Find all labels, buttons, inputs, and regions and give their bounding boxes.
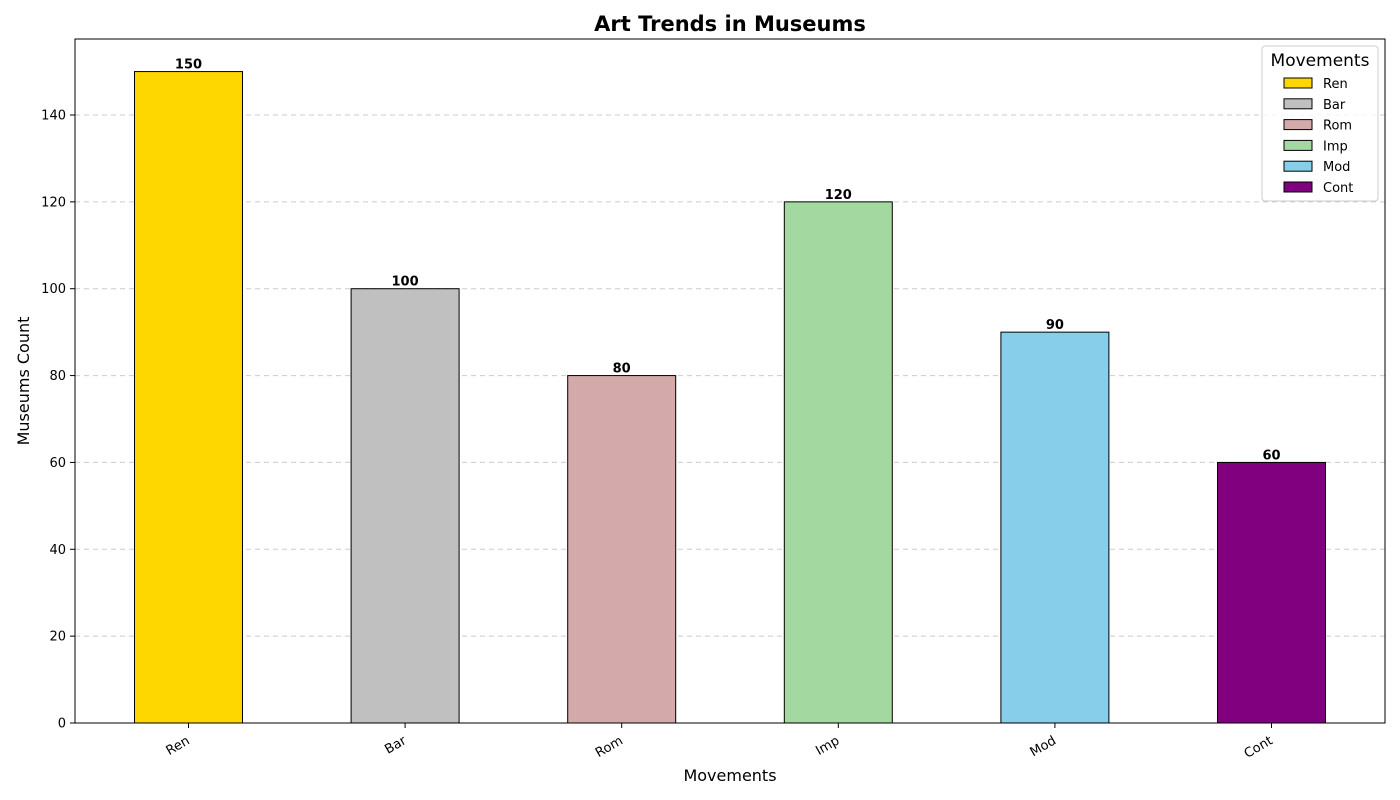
bar-imp xyxy=(783,201,893,724)
x-tick-label-rom: Rom xyxy=(593,733,626,761)
legend-swatch-bar xyxy=(1283,98,1313,110)
bar-mod xyxy=(1000,331,1110,724)
bar-rom xyxy=(567,375,677,724)
legend-entry-rom: Rom xyxy=(1323,119,1352,134)
y-axis-ticks: 0 20 40 60 80 100 120 140 xyxy=(41,109,75,732)
y-tick-label: 0 xyxy=(58,717,66,732)
bars xyxy=(134,71,1326,724)
x-axis-ticks: Ren Bar Rom Imp Mod Cont xyxy=(164,723,1276,762)
y-tick-label: 80 xyxy=(49,369,66,384)
data-label-mod: 90 xyxy=(1046,318,1064,333)
data-label-ren: 150 xyxy=(175,58,202,73)
legend-title: Movements xyxy=(1271,51,1370,71)
plot-frame xyxy=(74,38,1386,724)
legend-swatch-imp xyxy=(1283,139,1313,151)
data-label-imp: 120 xyxy=(825,188,852,203)
data-label-bar: 100 xyxy=(392,275,419,290)
y-tick-label: 40 xyxy=(49,543,66,558)
legend-entry-ren: Ren xyxy=(1323,77,1348,92)
y-tick-label: 140 xyxy=(41,109,66,124)
legend: Movements Ren Bar Rom Imp Mod Cont xyxy=(1261,45,1379,202)
data-label-rom: 80 xyxy=(613,362,631,377)
x-tick-label-cont: Cont xyxy=(1242,733,1276,761)
bar-cont xyxy=(1217,461,1326,724)
x-axis-label: Movements xyxy=(683,766,776,785)
gridlines xyxy=(75,114,1385,637)
legend-entry-bar: Bar xyxy=(1323,98,1346,113)
legend-swatch-ren xyxy=(1283,77,1313,89)
legend-swatch-mod xyxy=(1283,160,1313,172)
legend-swatch-cont xyxy=(1283,181,1313,193)
legend-entry-cont: Cont xyxy=(1323,181,1353,196)
y-tick-label: 20 xyxy=(49,630,66,645)
x-tick-label-bar: Bar xyxy=(382,733,409,757)
bar-ren xyxy=(134,71,243,724)
legend-swatch-rom xyxy=(1283,119,1313,131)
legend-entry-mod: Mod xyxy=(1323,160,1350,175)
x-tick-label-imp: Imp xyxy=(813,733,842,758)
data-label-cont: 60 xyxy=(1262,448,1280,463)
x-tick-label-mod: Mod xyxy=(1028,733,1059,760)
x-tick-label-ren: Ren xyxy=(164,733,193,758)
y-axis-label: Museums Count xyxy=(14,317,33,446)
y-tick-label: 100 xyxy=(41,282,66,297)
data-labels: 150 100 80 120 90 60 xyxy=(175,58,1281,464)
legend-entry-imp: Imp xyxy=(1323,139,1348,154)
bar-bar xyxy=(350,288,460,724)
y-tick-label: 120 xyxy=(41,195,66,210)
y-tick-label: 60 xyxy=(49,456,66,471)
chart-title: Art Trends in Museums xyxy=(594,12,866,36)
